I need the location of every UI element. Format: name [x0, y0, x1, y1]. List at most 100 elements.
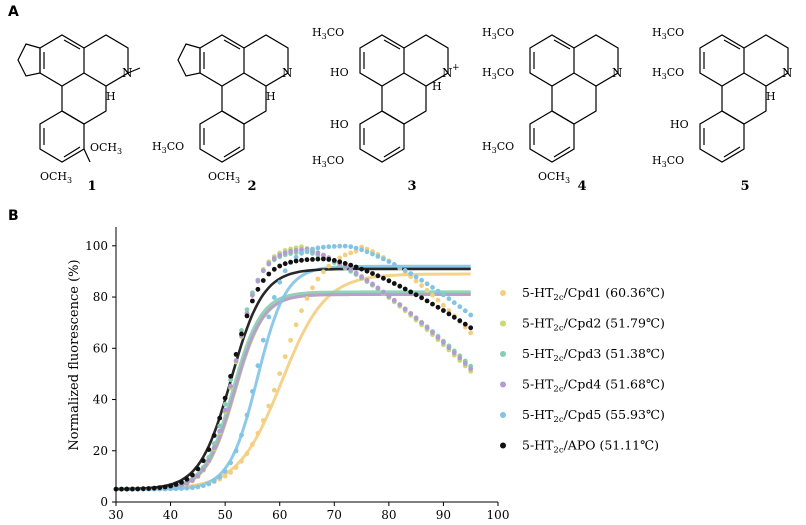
data-point — [364, 277, 370, 283]
data-point — [228, 470, 234, 475]
data-point — [124, 486, 130, 492]
compound-label-1: 1 — [87, 179, 96, 194]
data-point — [375, 254, 381, 259]
data-point — [408, 271, 414, 276]
data-point — [184, 476, 190, 482]
data-point — [441, 292, 446, 298]
h3co-label: H3CO — [482, 140, 514, 155]
data-point — [211, 433, 217, 438]
data-point — [266, 261, 272, 266]
data-point — [282, 268, 288, 274]
data-point — [364, 249, 370, 255]
data-point — [222, 401, 228, 407]
data-point — [359, 274, 364, 279]
data-point — [435, 335, 441, 340]
data-point — [222, 468, 228, 474]
data-point — [130, 486, 135, 492]
data-point — [157, 485, 163, 491]
data-point — [430, 292, 435, 298]
y-tick-label: 20 — [93, 444, 108, 458]
data-point — [260, 418, 266, 423]
compound-2-structure: N H H3CO OCH3 — [152, 34, 293, 185]
fit-curve-6 — [116, 267, 471, 491]
h3co-label: H3CO — [312, 26, 344, 41]
data-point — [413, 274, 419, 280]
data-point — [353, 264, 359, 270]
data-point — [244, 313, 250, 319]
axes: 30 40 50 60 70 80 90 100 0 20 40 60 80 100 — [85, 227, 509, 522]
data-point — [271, 387, 277, 393]
data-point — [435, 304, 441, 310]
data-point — [402, 306, 408, 312]
data-point — [217, 428, 223, 434]
data-point — [408, 311, 414, 316]
data-point — [375, 285, 381, 291]
data-point — [146, 486, 152, 491]
h-atom: H — [432, 80, 442, 93]
data-point — [195, 466, 201, 472]
compound-label-2: 2 — [247, 179, 256, 194]
data-point — [288, 337, 293, 343]
n-plus-charge: + — [452, 63, 460, 73]
data-point — [211, 478, 217, 484]
x-tick-label: 60 — [272, 508, 287, 522]
data-point — [250, 389, 255, 394]
h3co-label: H3CO — [652, 154, 684, 169]
data-point — [135, 486, 141, 492]
data-point — [266, 314, 272, 320]
ho-label: HO — [330, 118, 349, 131]
data-point — [288, 259, 293, 265]
data-point — [255, 278, 261, 284]
h-atom: H — [766, 90, 776, 103]
data-point — [222, 395, 228, 401]
data-point — [293, 247, 299, 253]
data-point — [462, 361, 468, 366]
data-point — [260, 268, 266, 274]
data-point — [321, 252, 326, 258]
h3co-label: H3CO — [652, 66, 684, 81]
data-point — [195, 484, 201, 490]
data-point — [430, 301, 435, 307]
data-point — [200, 467, 206, 473]
data-point — [200, 458, 206, 464]
data-point — [348, 267, 354, 273]
x-tick-label: 90 — [436, 508, 451, 522]
data-point — [381, 289, 386, 295]
data-point — [321, 269, 326, 275]
data-point — [255, 286, 261, 292]
data-point — [217, 474, 223, 480]
data-point — [413, 278, 419, 284]
data-point — [173, 486, 179, 492]
data-point — [250, 442, 255, 447]
ho-label: HO — [670, 118, 689, 131]
data-point — [315, 245, 321, 251]
data-point — [282, 250, 288, 256]
data-point — [277, 279, 283, 285]
data-point — [168, 483, 174, 489]
data-point — [239, 432, 244, 438]
data-point — [250, 298, 255, 304]
data-point — [370, 271, 375, 276]
legend-entry-3: 5-HT2c/Cpd3 (51.38℃) — [522, 346, 665, 364]
data-point — [321, 256, 326, 262]
h3co-label: H3CO — [312, 154, 344, 169]
data-point — [348, 244, 354, 250]
data-point — [228, 460, 234, 466]
data-point — [315, 276, 321, 282]
fit-curve-5 — [116, 264, 471, 491]
data-point — [206, 458, 212, 463]
data-point — [233, 465, 239, 470]
data-point — [353, 270, 359, 276]
data-point — [386, 293, 392, 299]
data-point — [310, 257, 315, 262]
data-point — [381, 275, 386, 281]
n-atom: N — [612, 66, 623, 80]
data-point — [271, 266, 277, 272]
data-point — [413, 292, 419, 298]
data-point — [413, 315, 419, 321]
data-point — [239, 458, 244, 464]
data-point — [457, 355, 463, 361]
x-tick-label: 40 — [163, 508, 178, 522]
y-tick-label: 40 — [93, 393, 108, 407]
data-point — [179, 486, 184, 491]
